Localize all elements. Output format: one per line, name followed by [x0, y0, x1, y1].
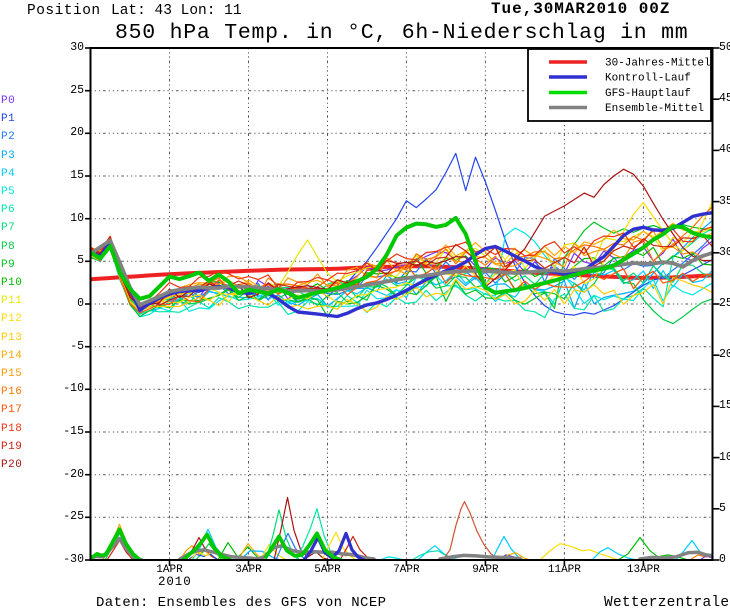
svg-text:Kontroll-Lauf: Kontroll-Lauf — [605, 73, 691, 85]
svg-text:30-Jahres-Mittel: 30-Jahres-Mittel — [605, 58, 711, 70]
svg-text:GFS-Hauptlauf: GFS-Hauptlauf — [605, 88, 691, 100]
svg-text:Ensemble-Mittel: Ensemble-Mittel — [605, 103, 704, 115]
